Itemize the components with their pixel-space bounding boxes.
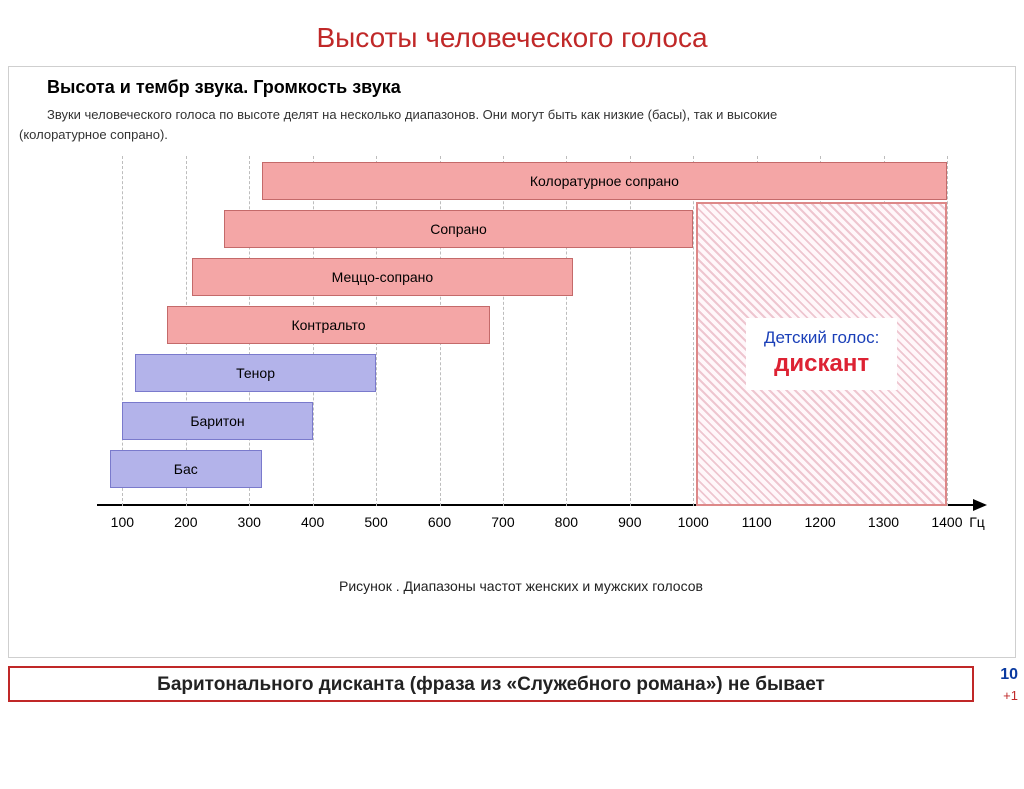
plus-one-badge: +1	[1003, 688, 1018, 703]
footer-area: Баритонального дисканта (фраза из «Служе…	[8, 666, 1016, 702]
x-tick-label: 1300	[868, 514, 899, 530]
x-tick-label: 800	[555, 514, 578, 530]
x-tick-label: 500	[364, 514, 387, 530]
voice-range-chart: 100 200 300 400 500 600 700 800 900 1000 1100 1200 1…	[47, 156, 995, 576]
bar-label: Контральто	[291, 317, 365, 333]
grid-line	[566, 156, 567, 506]
bar-label: Бас	[174, 461, 198, 477]
description-line-2: (колоратурное сопрано).	[19, 126, 995, 144]
x-axis-unit: Гц	[969, 514, 985, 530]
x-tick-label: 1100	[742, 514, 772, 530]
child-voice-callout: Детский голос:дискант	[696, 202, 947, 506]
grid-line	[693, 156, 694, 506]
page-number: 10	[1000, 666, 1018, 684]
bar-label: Колоратурное сопрано	[530, 173, 679, 189]
content-panel: Высота и тембр звука. Громкость звука Зв…	[8, 66, 1016, 658]
voice-range-bar: Контральто	[167, 306, 490, 344]
grid-line	[630, 156, 631, 506]
voice-range-bar: Баритон	[122, 402, 312, 440]
voice-range-bar: Бас	[110, 450, 262, 488]
grid-line	[503, 156, 504, 506]
chart-grid: 100 200 300 400 500 600 700 800 900 1000 1100 1200 1…	[97, 156, 985, 536]
callout-text: Детский голос:дискант	[746, 318, 897, 390]
bar-label: Сопрано	[430, 221, 487, 237]
x-tick-label: 200	[174, 514, 197, 530]
grid-line	[947, 156, 948, 506]
voice-range-bar: Тенор	[135, 354, 376, 392]
x-tick-label: 300	[238, 514, 261, 530]
x-tick-label: 600	[428, 514, 451, 530]
bar-label: Тенор	[236, 365, 275, 381]
subtitle: Высота и тембр звука. Громкость звука	[47, 77, 995, 98]
page-title: Высоты человеческого голоса	[0, 22, 1024, 54]
callout-line2: дискант	[760, 350, 883, 382]
x-tick-label: 1400	[931, 514, 962, 530]
footer-note: Баритонального дисканта (фраза из «Служе…	[8, 666, 974, 702]
voice-range-bar: Сопрано	[224, 210, 693, 248]
voice-range-bar: Меццо-сопрано	[192, 258, 573, 296]
x-tick-label: 1000	[678, 514, 709, 530]
bar-label: Меццо-сопрано	[332, 269, 434, 285]
x-tick-label: 400	[301, 514, 324, 530]
x-tick-label: 100	[111, 514, 134, 530]
voice-range-bar: Колоратурное сопрано	[262, 162, 947, 200]
x-tick-label: 1200	[805, 514, 836, 530]
callout-line1: Детский голос:	[760, 326, 883, 350]
x-tick-label: 900	[618, 514, 641, 530]
x-tick-label: 700	[491, 514, 514, 530]
description-line-1: Звуки человеческого голоса по высоте дел…	[47, 106, 995, 124]
bar-label: Баритон	[190, 413, 244, 429]
chart-caption: Рисунок . Диапазоны частот женских и муж…	[47, 578, 995, 594]
